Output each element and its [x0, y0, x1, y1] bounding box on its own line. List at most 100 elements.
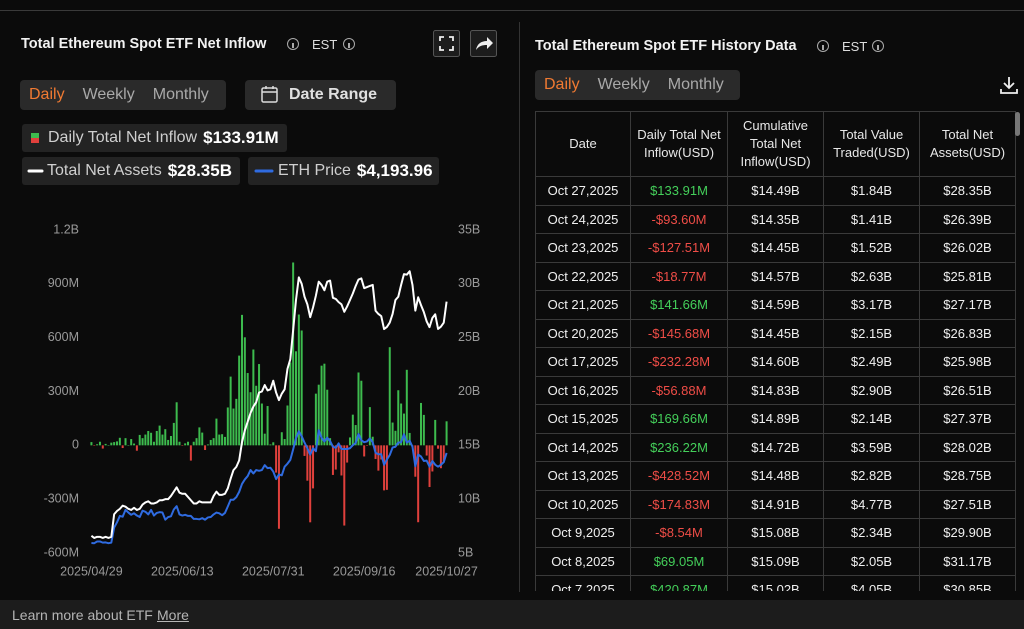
bar	[161, 434, 164, 446]
table-cell: Oct 10,2025	[535, 489, 631, 519]
table-cell: Oct 22,2025	[535, 261, 631, 291]
table-cell: Oct 13,2025	[535, 461, 631, 491]
bar	[198, 427, 201, 446]
info-icon[interactable]	[817, 40, 829, 52]
tab[interactable]: Weekly	[597, 76, 650, 93]
bar	[235, 398, 238, 446]
download-button[interactable]	[998, 74, 1020, 96]
bar	[124, 438, 127, 446]
bar	[297, 314, 300, 446]
y-tick-label: 900M	[48, 276, 79, 290]
bar	[187, 441, 190, 446]
tab[interactable]: Monthly	[667, 76, 724, 93]
table-head: Date Daily Total Net Inflow(USD) Cumulativ…	[535, 111, 1016, 177]
bar	[303, 445, 306, 456]
legend-item[interactable]: ETH Price $4,193.96	[248, 157, 439, 185]
table-cell: $2.90B	[823, 375, 920, 405]
column-header: Date	[535, 111, 631, 177]
bar	[184, 443, 187, 446]
bar	[294, 351, 297, 446]
bar	[402, 413, 405, 446]
table-cell: Oct 23,2025	[535, 233, 631, 263]
bar	[158, 425, 161, 446]
bar	[383, 445, 386, 491]
bar	[138, 434, 141, 446]
table-row: Oct 8,2025 $69.05M $15.09B $2.05B $31.17B	[535, 546, 1016, 576]
x-tick-label: 2025/06/13	[151, 564, 214, 578]
line-series	[90, 270, 448, 539]
scrollbar[interactable]	[1015, 112, 1020, 136]
table-cell: $27.37B	[919, 404, 1016, 434]
tab[interactable]: Monthly	[152, 86, 209, 103]
info-icon[interactable]	[872, 40, 884, 52]
tab[interactable]: Daily	[544, 76, 580, 93]
bar	[164, 429, 167, 446]
bar	[135, 445, 138, 451]
table-cell: $1.41B	[823, 204, 920, 234]
footer-link[interactable]: More	[157, 607, 189, 623]
legend-value: $133.91M	[203, 128, 279, 147]
bar	[351, 414, 354, 446]
bar	[133, 443, 136, 446]
bar	[286, 405, 289, 446]
bar	[255, 385, 258, 446]
bar	[152, 441, 155, 446]
bar	[343, 445, 346, 526]
legend-label: ETH Price	[278, 162, 351, 179]
x-tick-label: 2025/07/31	[242, 564, 305, 578]
bar	[118, 437, 121, 446]
table-cell: $169.66M	[630, 404, 728, 434]
legend-item[interactable]: Total Net Assets $28.35B	[22, 157, 240, 185]
bar	[314, 393, 317, 446]
table-cell: -$56.88M	[630, 375, 728, 405]
table-cell: $29.90B	[919, 518, 1016, 548]
tab[interactable]: Weekly	[82, 86, 135, 103]
bar	[420, 402, 423, 446]
y-tick-label: 20B	[458, 384, 480, 398]
date-range-button[interactable]: Date Range	[245, 80, 396, 110]
table-cell: $2.05B	[823, 546, 920, 576]
bar	[104, 443, 107, 446]
bar	[130, 439, 133, 446]
bar	[434, 419, 437, 446]
bar	[93, 445, 96, 446]
bar	[113, 442, 116, 446]
bar	[204, 445, 207, 450]
bar	[397, 390, 400, 446]
bar	[110, 442, 113, 446]
bar	[115, 441, 118, 446]
table-cell: Oct 16,2025	[535, 375, 631, 405]
column-header: Cumulative Total Net Inflow(USD)	[727, 111, 824, 177]
chart: 1.2B 900M 600M 300M 0 -300M -600M 35B 30B 25B 20B 1…	[44, 222, 481, 578]
fullscreen-icon	[439, 36, 454, 51]
bar	[107, 445, 110, 446]
bar	[175, 402, 178, 446]
y-tick-label: 10B	[458, 491, 480, 505]
bar	[431, 445, 434, 472]
bar	[209, 439, 212, 446]
bar	[178, 441, 181, 446]
header-row: Date Daily Total Net Inflow(USD) Cumulativ…	[535, 111, 1016, 177]
table-cell: $27.51B	[919, 489, 1016, 519]
bar	[292, 262, 295, 446]
bar	[172, 422, 175, 446]
info-icon[interactable]	[343, 38, 355, 50]
bar	[155, 430, 158, 446]
bar	[189, 445, 192, 461]
y-tick-label: 15B	[458, 438, 480, 452]
bar	[96, 444, 99, 446]
legend-item[interactable]: Daily Total Net Inflow $133.91M	[22, 124, 287, 152]
bar	[445, 421, 448, 446]
table-cell: $2.82B	[823, 461, 920, 491]
table-row: Oct 22,2025 -$18.77M $14.57B $2.63B $25.81B	[535, 261, 1016, 291]
top-rule	[0, 10, 1024, 11]
info-icon[interactable]	[287, 38, 299, 50]
y-tick-label: 600M	[48, 330, 79, 344]
tab[interactable]: Daily	[29, 86, 65, 103]
bar	[331, 445, 334, 475]
table-cell: $69.05M	[630, 546, 728, 576]
table-cell: $3.59B	[823, 432, 920, 462]
bar	[388, 347, 391, 446]
bar	[223, 436, 226, 446]
